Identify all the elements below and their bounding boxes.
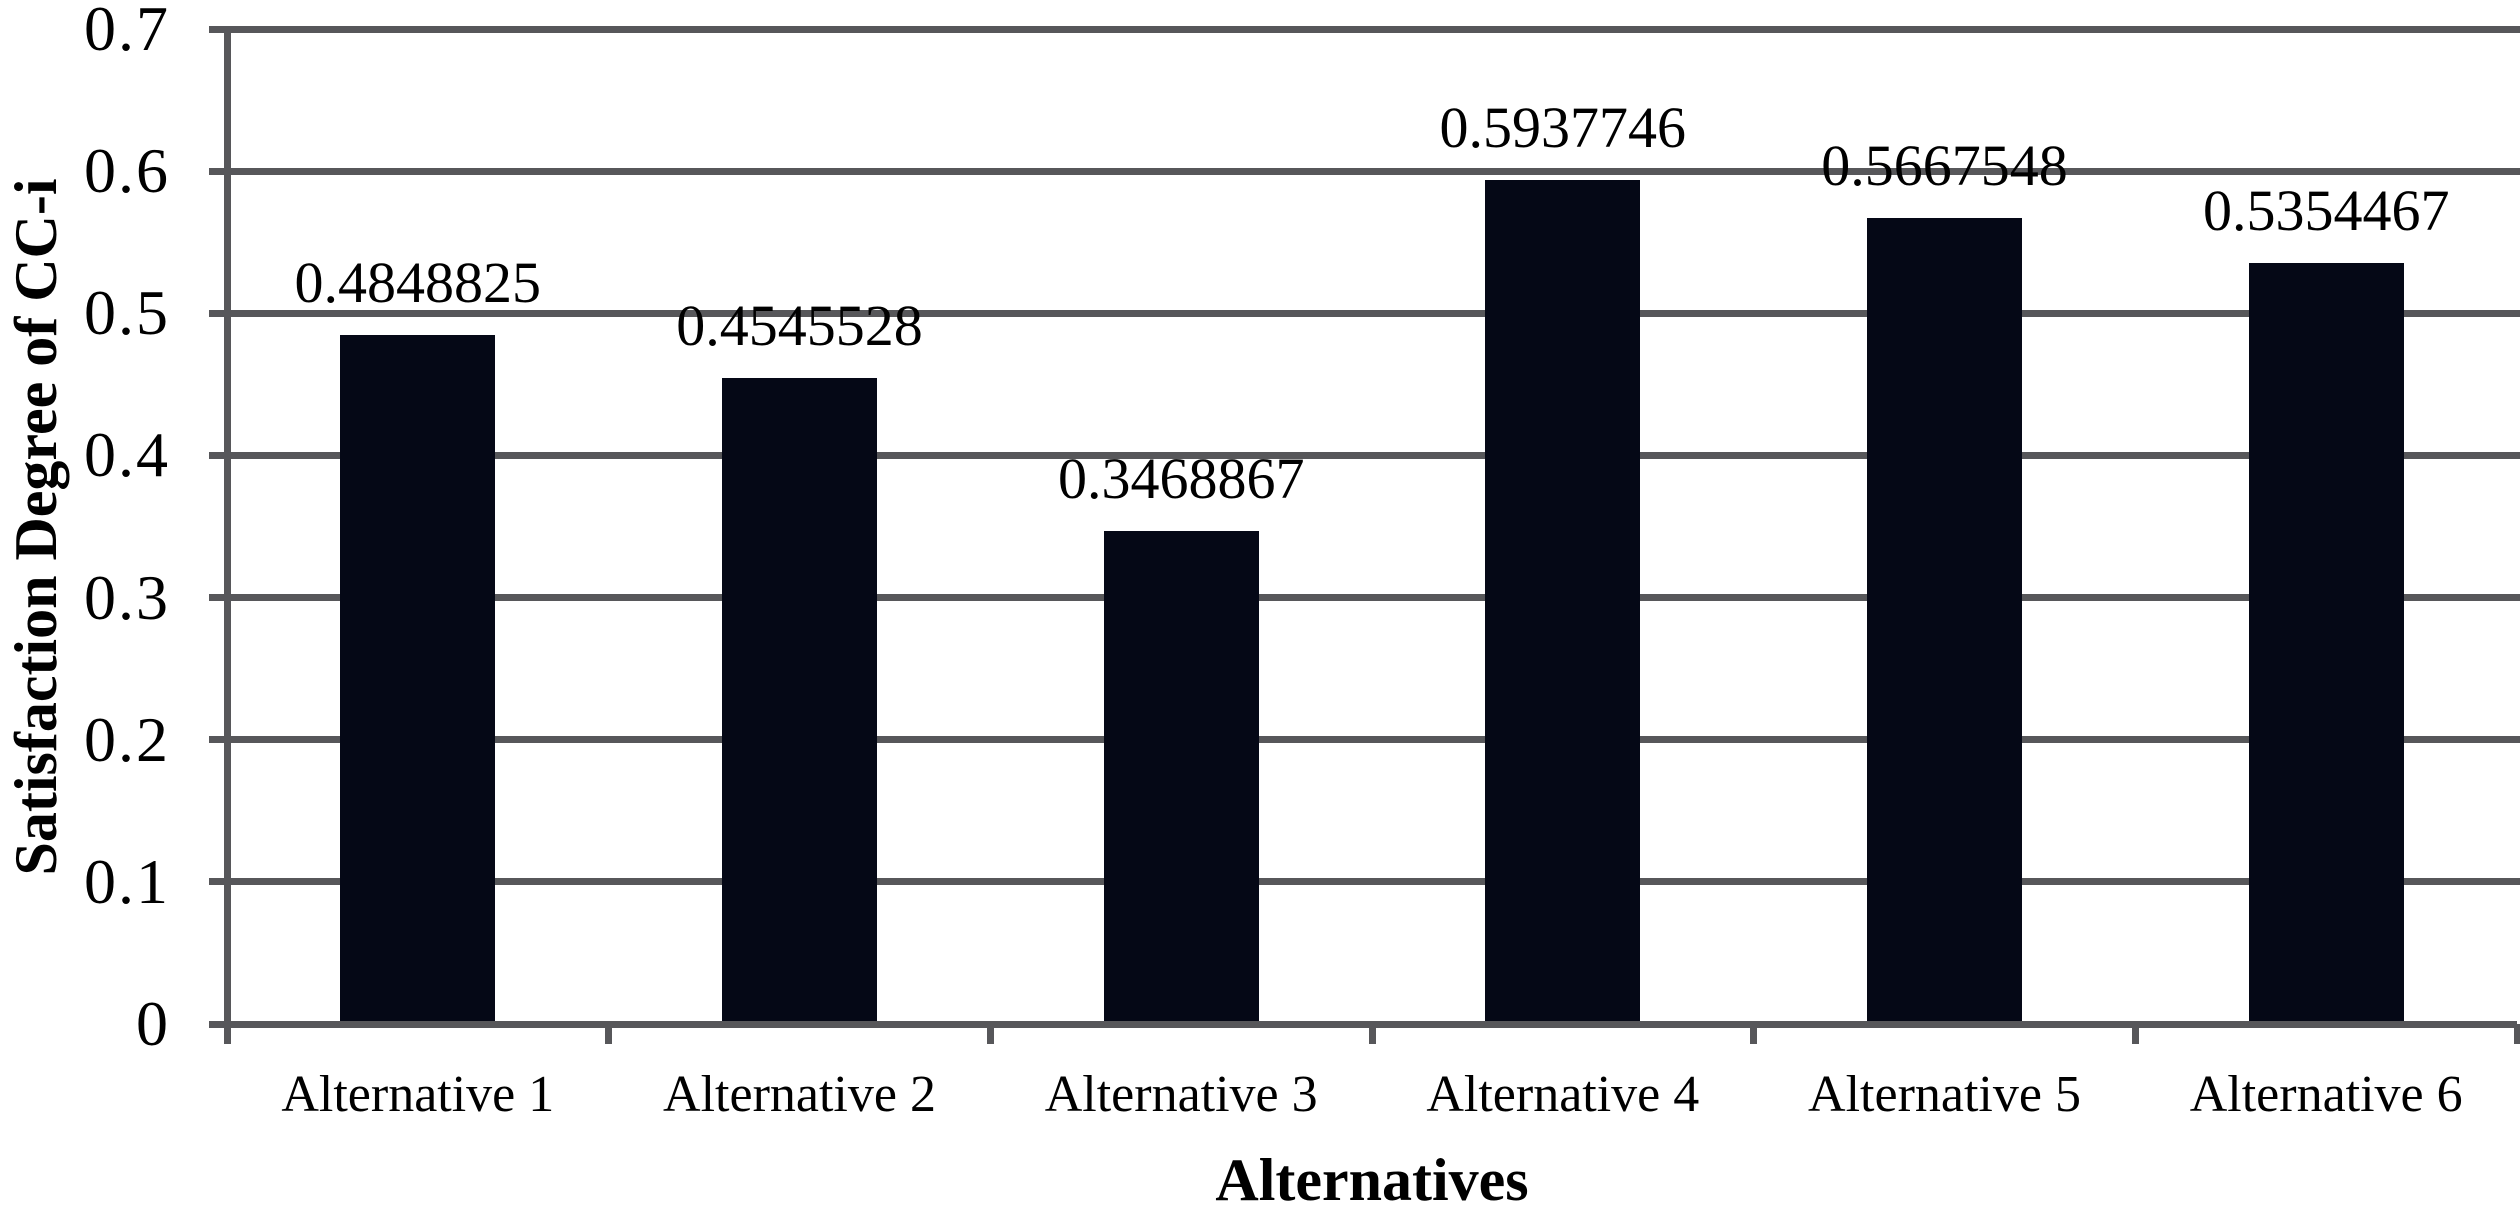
x-axis-line: [209, 1020, 2517, 1028]
y-axis-line: [223, 25, 231, 1044]
bar-alternative-5: [1867, 218, 2022, 1024]
bar-alternative-2: [722, 377, 877, 1024]
x-axis-tick-4: [1750, 1024, 1758, 1044]
gridline-0.3: [209, 594, 2520, 602]
gridline-0.7: [209, 25, 2520, 33]
y-tick-label-0.7: 0.7: [84, 0, 170, 64]
y-tick-label-0.3: 0.3: [84, 561, 170, 633]
category-label-alternative-5: Alternative 5: [1808, 1066, 2081, 1123]
bar-alternative-4: [1485, 180, 1641, 1024]
x-axis-tick-6: [2513, 1024, 2520, 1044]
y-tick-label-0: 0: [136, 988, 170, 1059]
gridline-0.6: [209, 167, 2520, 175]
y-tick-label-0.1: 0.1: [84, 845, 170, 917]
bar-value-label-3: 0.3468867: [1057, 445, 1305, 511]
y-axis-title: Satisfaction Degree of CC-i: [3, 178, 69, 876]
category-label-alternative-2: Alternative 2: [663, 1066, 936, 1123]
bar-alternative-1: [340, 334, 496, 1024]
category-label-alternative-6: Alternative 6: [2189, 1066, 2463, 1123]
bar-alternative-6: [2248, 262, 2404, 1024]
x-axis-tick-3: [1368, 1024, 1376, 1044]
gridline-0.2: [209, 736, 2520, 744]
gridline-0.5: [209, 309, 2520, 317]
category-label-alternative-1: Alternative 1: [281, 1066, 555, 1123]
gridline-0.1: [209, 878, 2520, 886]
x-axis-tick-2: [986, 1024, 994, 1044]
bar-value-label-4: 0.5937746: [1439, 95, 1687, 160]
x-axis-title: Alternatives: [1215, 1147, 1529, 1213]
y-tick-label-0.2: 0.2: [84, 703, 170, 775]
gridline-0.4: [209, 451, 2520, 459]
y-tick-label-0.4: 0.4: [84, 419, 170, 491]
category-label-alternative-4: Alternative 4: [1426, 1066, 1700, 1123]
category-label-alternative-3: Alternative 3: [1044, 1066, 1318, 1123]
y-tick-label-0.5: 0.5: [84, 277, 170, 349]
y-tick-label-0.6: 0.6: [84, 135, 170, 207]
bar-alternative-3: [1103, 530, 1259, 1024]
x-axis-tick-5: [2131, 1024, 2139, 1044]
bar-value-label-5: 0.5667548: [1821, 133, 2068, 199]
bar-value-label-2: 0.4545528: [676, 292, 923, 358]
bar-value-label-1: 0.4848825: [294, 249, 542, 315]
bar-value-label-6: 0.5354467: [2202, 177, 2450, 243]
x-axis-tick-1: [605, 1024, 613, 1044]
